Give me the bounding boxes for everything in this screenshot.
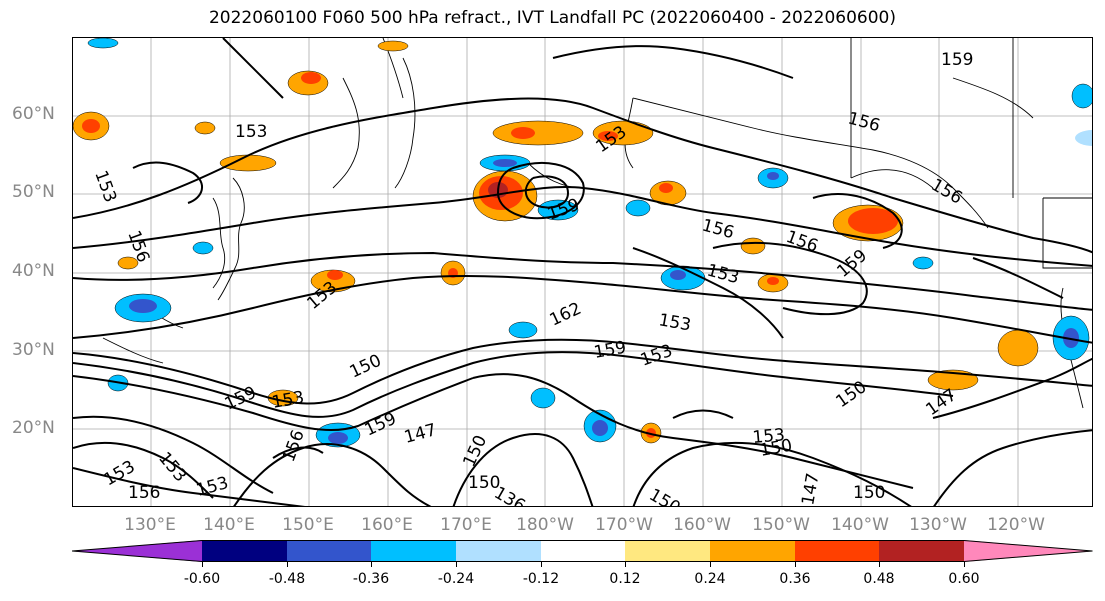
contour-label: 153: [752, 425, 786, 448]
contour-label: 159: [545, 195, 582, 225]
lon-label-140w: 140°W: [831, 515, 889, 535]
contour-label: 159: [592, 338, 627, 363]
contour-label: 150: [646, 485, 684, 507]
colorbar-tick-label: 0.48: [863, 571, 895, 587]
lon-label-150e: 150°E: [282, 515, 334, 535]
contour-label: 150: [468, 473, 500, 493]
contour-label: 153: [235, 122, 267, 142]
colorbar-segment: [287, 540, 371, 562]
contour-label: 159: [833, 246, 871, 282]
colorbar-tick-label: -0.36: [352, 571, 390, 587]
colorbar-tick-mark: [795, 562, 796, 567]
colorbar-tick-mark: [287, 562, 288, 567]
colorbar-segment: [541, 540, 625, 562]
colorbar-tick-label: 0.60: [948, 571, 980, 587]
contour-label: 150: [459, 432, 491, 470]
colorbar-segment: [625, 540, 710, 562]
lat-label-60n: 60°N: [12, 104, 55, 124]
colorbar-tick-mark: [625, 562, 626, 567]
colorbar-tick-mark: [879, 562, 880, 567]
contour-label: 156: [700, 216, 737, 244]
colorbar-segment: [371, 540, 456, 562]
lon-label-160w: 160°W: [673, 515, 731, 535]
colorbar-tick-label: 0.24: [694, 571, 726, 587]
colorbar-segment: [710, 540, 795, 562]
colorbar-tick-mark: [371, 562, 372, 567]
lon-label-170w: 170°W: [595, 515, 653, 535]
lon-label-130w: 130°W: [909, 515, 967, 535]
colorbar-segment: [879, 540, 964, 562]
colorbar-tick-label: -0.12: [522, 571, 560, 587]
colorbar: [72, 540, 1093, 562]
contour-label: 153: [270, 388, 305, 413]
lat-label-20n: 20°N: [12, 418, 55, 438]
colorbar-segment: [964, 540, 1093, 562]
colorbar-segment: [795, 540, 879, 562]
lon-label-180w: 180°W: [516, 515, 574, 535]
map-title: 2022060100 F060 500 hPa refract., IVT La…: [208, 8, 896, 28]
lat-label-50n: 50°N: [12, 182, 55, 202]
lon-label-140e: 140°E: [203, 515, 255, 535]
height-contours: [73, 38, 1092, 506]
colorbar-outline: [72, 540, 1093, 562]
lat-label-30n: 30°N: [12, 340, 55, 360]
contour-label: 153: [154, 448, 190, 486]
contour-label: 150: [347, 351, 385, 383]
contour-label: 153: [705, 261, 742, 289]
contour-label: 147: [798, 471, 823, 506]
contour-label: 153: [657, 310, 692, 335]
colorbar-tick-label: -0.24: [437, 571, 475, 587]
lon-label-170e: 170°E: [440, 515, 492, 535]
lon-label-130e: 130°E: [124, 515, 176, 535]
contour-label: 159: [362, 409, 400, 441]
lon-label-150w: 150°W: [752, 515, 810, 535]
lon-label-120w: 120°W: [987, 515, 1045, 535]
contour-label: 156: [928, 175, 966, 209]
colorbar-tick-mark: [964, 562, 965, 567]
contour-label: 150: [853, 483, 885, 503]
map-canvas: 159 156 153 153 156 156 156 156 153 159 …: [73, 38, 1092, 507]
contour-label: 153: [90, 168, 120, 205]
colorbar-segment: [202, 540, 287, 562]
contour-label: 156: [128, 483, 160, 503]
contour-label: 156: [783, 227, 820, 257]
contour-label: 162: [547, 299, 585, 331]
colorbar-tick-label: 0.36: [779, 571, 811, 587]
contour-label: 156: [279, 427, 309, 464]
colorbar-tick-mark: [541, 562, 542, 567]
colorbar-tick-mark: [202, 562, 203, 567]
shading-blobs: [73, 38, 1092, 448]
colorbar-tick-label: -0.48: [268, 571, 306, 587]
colorbar-tick-label: 0.12: [609, 571, 641, 587]
colorbar-tick-label: -0.60: [183, 571, 221, 587]
contour-label: 147: [402, 420, 439, 448]
colorbar-segment: [456, 540, 541, 562]
map-panel: 159 156 153 153 156 156 156 156 153 159 …: [72, 37, 1093, 507]
colorbar-segment: [72, 540, 202, 562]
colorbar-tick-mark: [456, 562, 457, 567]
colorbar-tick-mark: [710, 562, 711, 567]
contour-label: 159: [941, 50, 973, 70]
lon-label-160e: 160°E: [361, 515, 413, 535]
lat-label-40n: 40°N: [12, 261, 55, 281]
